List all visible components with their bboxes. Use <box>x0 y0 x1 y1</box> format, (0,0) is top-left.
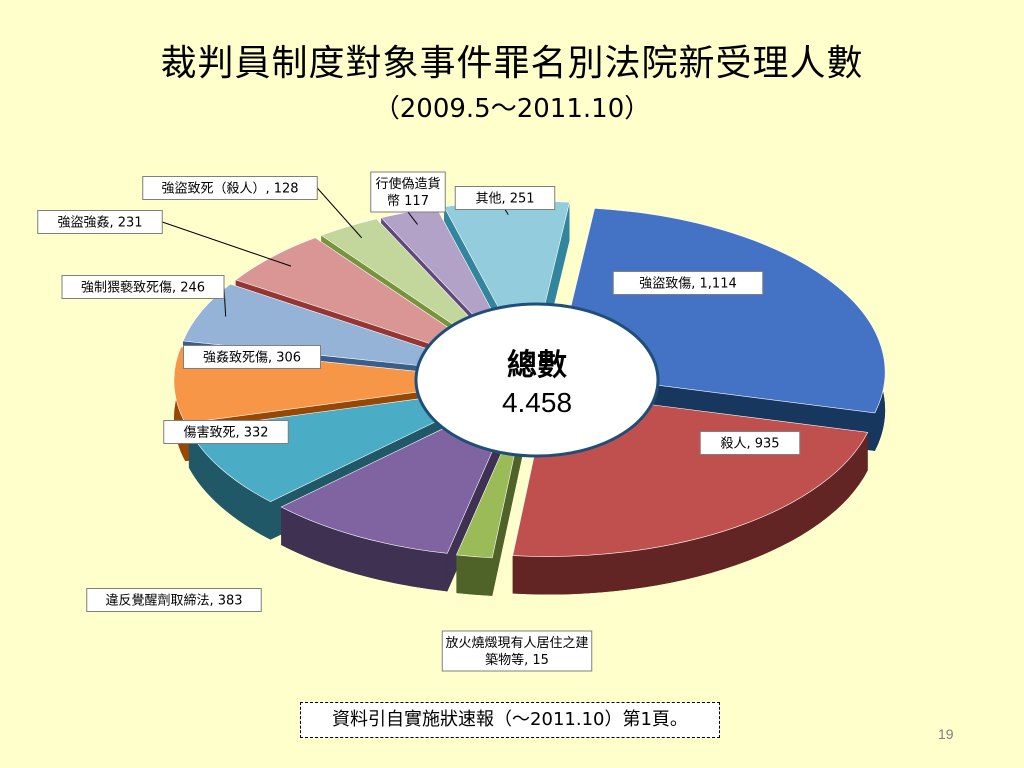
slide-subtitle: （2009.5～2011.10） <box>373 94 651 124</box>
slice-label-box <box>454 186 556 210</box>
slice-label-6: 強姦致死傷, 306 <box>183 345 321 369</box>
slice-label-box <box>612 271 764 295</box>
slice-label-text: 殺人, 935 <box>720 437 779 452</box>
slice-label-box <box>183 345 321 369</box>
total-label: 總數 <box>507 348 567 383</box>
slice-label-text: 其他, 251 <box>475 192 534 207</box>
total-ellipse <box>414 302 660 458</box>
slice-label-box <box>163 420 289 444</box>
leader-line <box>504 209 509 215</box>
source-note: 資料引自實施狀速報（～2011.10）第1頁。 <box>300 702 720 738</box>
slice-rim <box>456 554 493 596</box>
total-badge: 總數 4.458 <box>414 302 660 458</box>
slice-label-4: 違反覺醒劑取締法, 383 <box>86 588 262 612</box>
slice-label-text: 放火燒燬現有人居住之建 <box>445 636 588 651</box>
slice-label-text: 違反覺醒劑取締法, 383 <box>105 593 242 609</box>
slice-label-text: 傷害致死, 332 <box>183 425 268 441</box>
leader-line <box>162 221 292 267</box>
page-number: 19 <box>938 726 954 742</box>
slice-label-text: 行使偽造貨 <box>375 176 440 192</box>
slice-label-text: 幣 117 <box>387 194 429 209</box>
slice-label-box <box>441 630 593 672</box>
slice-label-5: 傷害致死, 332 <box>163 420 289 444</box>
slice-label-text: 強盜強姦, 231 <box>57 215 142 231</box>
slice-label-9: 強盜致死（殺人）, 128 <box>142 176 318 200</box>
slice-label-box <box>699 431 801 455</box>
slice-label-text: 強盜致傷, 1,114 <box>639 277 736 292</box>
slice-label-1: 強盜致傷, 1,114 <box>612 271 764 295</box>
slide-title: 裁判員制度對象事件罪名別法院新受理人數 <box>160 43 864 84</box>
slice-label-box <box>142 176 318 200</box>
slice-label-box <box>37 210 163 234</box>
slice-label-text: 強盜致死（殺人）, 128 <box>161 182 298 197</box>
leader-lines <box>162 187 509 317</box>
slice-label-8: 強盜強姦, 231 <box>37 210 163 234</box>
slice-rim <box>188 429 271 540</box>
slice-label-2: 殺人, 935 <box>699 431 801 455</box>
leader-line <box>316 187 362 239</box>
slice-label-7: 強制猥褻致死傷, 246 <box>61 275 225 299</box>
slice-label-box <box>61 275 225 299</box>
slice-label-text: 築物等, 15 <box>485 652 549 668</box>
slice-label-box <box>86 588 262 612</box>
slice-rim <box>512 432 868 595</box>
leader-line <box>407 211 418 225</box>
slice-label-box <box>370 171 446 213</box>
total-value: 4.458 <box>502 387 572 418</box>
slice-rim <box>281 506 448 592</box>
slice-label-text: 強制猥褻致死傷, 246 <box>81 280 205 296</box>
slice-label-11: 其他, 251 <box>454 186 556 210</box>
slice-label-text: 強姦致死傷, 306 <box>203 350 301 366</box>
